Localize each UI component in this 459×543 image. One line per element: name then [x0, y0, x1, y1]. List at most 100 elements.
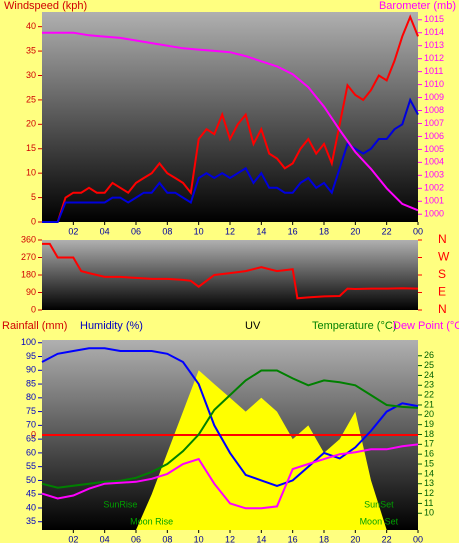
y-tick-label: 35: [26, 45, 36, 55]
panel-label: Rainfall (mm): [2, 320, 67, 332]
y2-tick-label: 1009: [424, 92, 444, 102]
y2-tick-label: 25: [424, 360, 434, 370]
y-tick-label: 60: [26, 447, 36, 457]
x-tick-label: 20: [350, 534, 360, 543]
series-line: [42, 14, 419, 223]
y2-tick-label: 1006: [424, 131, 444, 141]
y3-tick-label: 0: [31, 429, 36, 439]
x-tick-label: 06: [131, 226, 141, 236]
x-tick-label: 22: [382, 226, 392, 236]
y2-tick-label: 1002: [424, 183, 444, 193]
y2-tick-label: 22: [424, 390, 434, 400]
x-tick-label: 06: [131, 534, 141, 543]
panel-label: Temperature (°C): [312, 320, 396, 332]
y-tick-label: 90: [26, 287, 36, 297]
y-tick-label: 35: [26, 516, 36, 526]
y-tick-label: 100: [21, 337, 36, 347]
barometer-label: Barometer (mb): [379, 0, 456, 12]
y-tick-label: 180: [21, 269, 36, 279]
x-tick-label: 10: [194, 534, 204, 543]
series-line: [42, 242, 419, 300]
y2-tick-label: N: [438, 302, 447, 316]
windspeed-label: Windspeed (kph): [4, 0, 87, 12]
y-tick-label: 45: [26, 489, 36, 499]
plot-area: [42, 240, 418, 310]
x-tick-label: 20: [350, 226, 360, 236]
y2-tick-label: 1004: [424, 157, 444, 167]
annotation: Moon Set: [360, 516, 399, 526]
y2-tick-label: 14: [424, 468, 434, 478]
x-tick-label: 04: [100, 226, 110, 236]
y2-tick-label: 1011: [424, 66, 443, 76]
plot-area: [42, 12, 418, 222]
y-tick-label: 90: [26, 365, 36, 375]
y2-tick-label: N: [438, 232, 447, 246]
x-tick-label: 12: [225, 226, 235, 236]
x-tick-label: 18: [319, 534, 329, 543]
y2-tick-label: 1003: [424, 170, 444, 180]
y-tick-label: 40: [26, 21, 36, 31]
y-tick-label: 75: [26, 406, 36, 416]
y-tick-label: 0: [31, 216, 36, 226]
annotation: SunSet: [364, 499, 394, 509]
y2-tick-label: E: [438, 285, 446, 299]
series-line: [41, 347, 419, 487]
y-tick-label: 5: [31, 192, 36, 202]
y2-tick-label: 13: [424, 478, 434, 488]
y-tick-label: 40: [26, 502, 36, 512]
y-tick-label: 30: [26, 70, 36, 80]
y2-tick-label: 1000: [424, 209, 444, 219]
y2-tick-label: 12: [424, 488, 434, 498]
series-line: [41, 369, 419, 489]
y-tick-label: 80: [26, 392, 36, 402]
y-tick-label: 85: [26, 378, 36, 388]
x-tick-label: 14: [256, 534, 266, 543]
y-tick-label: 55: [26, 461, 36, 471]
x-tick-label: 02: [68, 534, 78, 543]
panel-label: Dew Point (°C): [393, 320, 459, 332]
panel-label: UV: [245, 320, 261, 332]
x-tick-label: 12: [225, 534, 235, 543]
y2-tick-label: 1014: [424, 27, 444, 37]
x-tick-label: 00: [413, 534, 423, 543]
y2-tick-label: 1015: [424, 14, 444, 24]
x-tick-label: 14: [256, 226, 266, 236]
y2-tick-label: 15: [424, 458, 434, 468]
x-tick-label: 16: [288, 226, 298, 236]
panel-label: Humidity (%): [80, 320, 143, 332]
y2-tick-label: 26: [424, 350, 434, 360]
y2-tick-label: 1013: [424, 40, 444, 50]
y2-tick-label: 21: [424, 399, 434, 409]
y2-tick-label: 1008: [424, 105, 444, 115]
x-tick-label: 22: [382, 534, 392, 543]
y-tick-label: 70: [26, 420, 36, 430]
x-tick-label: 04: [100, 534, 110, 543]
y-tick-label: 50: [26, 475, 36, 485]
y-tick-label: 20: [26, 119, 36, 129]
series-line: [42, 31, 419, 212]
y-tick-label: 15: [26, 143, 36, 153]
x-tick-label: 02: [68, 226, 78, 236]
x-tick-label: 16: [288, 534, 298, 543]
y-tick-label: 25: [26, 94, 36, 104]
y-tick-label: 0: [31, 304, 36, 314]
y2-tick-label: 1007: [424, 118, 444, 128]
y2-tick-label: 1005: [424, 144, 444, 154]
x-tick-label: 10: [194, 226, 204, 236]
uv-area: [42, 370, 418, 530]
y2-tick-label: 23: [424, 380, 434, 390]
y2-tick-label: S: [438, 267, 446, 281]
y2-tick-label: 24: [424, 370, 434, 380]
y-tick-label: 270: [21, 252, 36, 262]
y2-tick-label: 1012: [424, 53, 444, 63]
y2-tick-label: 1010: [424, 79, 444, 89]
x-tick-label: 00: [413, 226, 423, 236]
y-tick-label: 95: [26, 351, 36, 361]
y2-tick-label: 11: [424, 498, 433, 508]
y-tick-label: 65: [26, 434, 36, 444]
y2-tick-label: W: [438, 250, 450, 264]
y2-tick-label: 16: [424, 449, 434, 459]
x-tick-label: 18: [319, 226, 329, 236]
y2-tick-label: 18: [424, 429, 434, 439]
